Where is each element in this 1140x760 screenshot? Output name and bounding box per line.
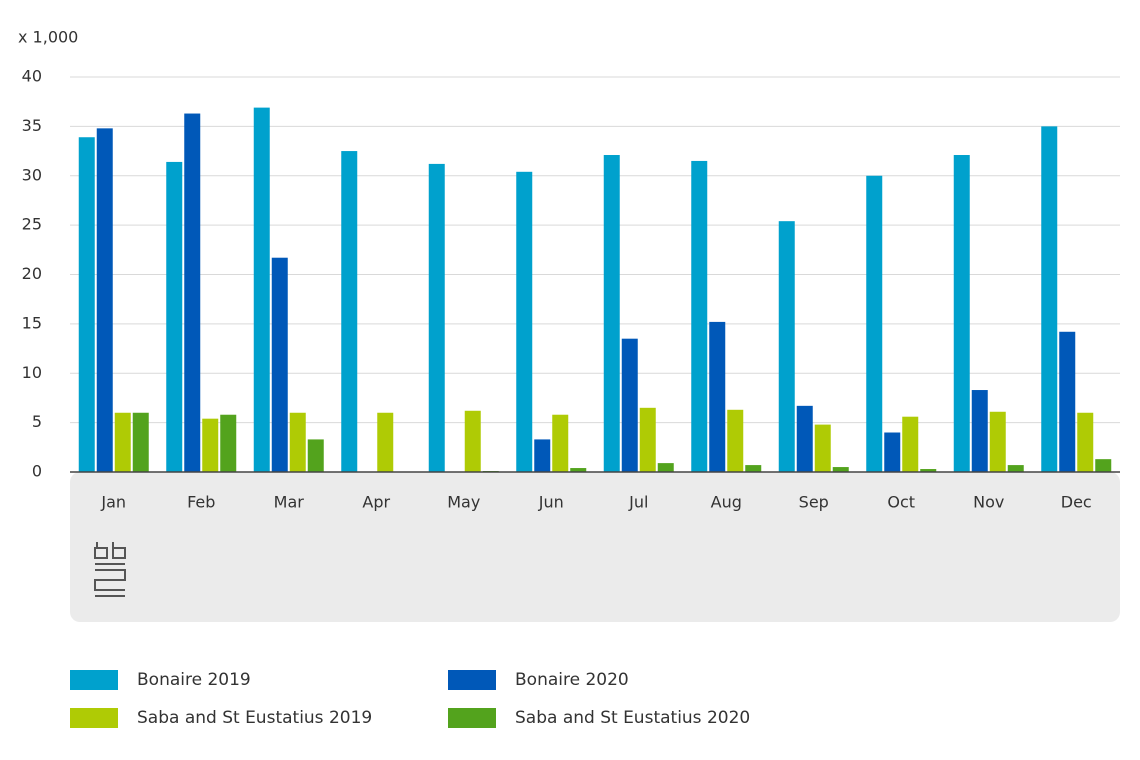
y-tick-label: 0 xyxy=(32,462,42,481)
bar xyxy=(271,257,288,472)
bar xyxy=(114,412,131,472)
bar xyxy=(902,416,919,472)
legend-label: Bonaire 2020 xyxy=(515,670,629,690)
bar xyxy=(253,107,270,473)
bar xyxy=(920,469,937,472)
x-tick-label: Sep xyxy=(799,493,829,512)
bar xyxy=(377,412,394,472)
bar xyxy=(516,171,533,473)
bar xyxy=(307,439,324,472)
x-tick-label: Nov xyxy=(973,493,1004,512)
bar xyxy=(289,412,306,472)
y-tick-label: 35 xyxy=(22,116,42,135)
y-tick-label: 20 xyxy=(22,264,42,283)
y-tick-label: 15 xyxy=(22,313,42,332)
bar xyxy=(796,405,813,472)
y-tick-label: 40 xyxy=(22,67,42,86)
bar xyxy=(621,338,638,472)
bar xyxy=(184,113,201,472)
x-tick-label: Apr xyxy=(362,493,390,512)
bar xyxy=(832,467,849,472)
bar xyxy=(778,221,795,472)
x-tick-label: Feb xyxy=(187,493,215,512)
bar xyxy=(639,407,656,472)
x-tick-label: Oct xyxy=(887,493,915,512)
bar xyxy=(552,414,569,472)
axis-panel xyxy=(70,472,1120,622)
bar xyxy=(78,137,95,473)
bar xyxy=(132,412,149,472)
legend-label: Saba and St Eustatius 2020 xyxy=(515,708,750,728)
bar xyxy=(884,432,901,472)
bar xyxy=(534,439,551,472)
bar xyxy=(709,321,726,472)
bar xyxy=(727,409,744,472)
x-tick-label: Jul xyxy=(628,493,648,512)
bar xyxy=(220,414,237,472)
x-tick-label: Aug xyxy=(711,493,742,512)
bar xyxy=(657,463,674,472)
x-tick-label: May xyxy=(447,493,480,512)
legend-swatch xyxy=(70,670,118,690)
bar xyxy=(1059,331,1076,472)
bar xyxy=(464,410,481,472)
legend-label: Bonaire 2019 xyxy=(137,670,251,690)
bar xyxy=(745,465,762,472)
bar xyxy=(989,411,1006,472)
logo xyxy=(94,542,126,597)
legend-swatch xyxy=(70,708,118,728)
y-tick-label: 25 xyxy=(22,215,42,234)
legend-swatch xyxy=(448,708,496,728)
legend-swatch xyxy=(448,670,496,690)
bar xyxy=(1007,465,1024,472)
bar xyxy=(166,161,183,473)
legend-label: Saba and St Eustatius 2019 xyxy=(137,708,372,728)
bar xyxy=(570,468,587,472)
bar xyxy=(603,155,620,472)
x-tick-label: Dec xyxy=(1061,493,1092,512)
bar xyxy=(953,155,970,472)
bar xyxy=(1041,126,1058,472)
y-unit: x 1,000 xyxy=(18,28,78,47)
y-tick-label: 5 xyxy=(32,412,42,431)
bar xyxy=(202,418,219,472)
bar xyxy=(866,175,883,472)
bar xyxy=(428,163,445,472)
x-tick-label: Mar xyxy=(274,493,305,512)
bar xyxy=(1095,459,1112,472)
x-tick-label: Jun xyxy=(538,493,564,512)
y-tick-label: 30 xyxy=(22,165,42,184)
bar xyxy=(341,151,358,472)
bar xyxy=(971,390,988,472)
bar xyxy=(814,424,831,472)
y-tick-label: 10 xyxy=(22,363,42,382)
bar xyxy=(691,160,708,472)
bar xyxy=(96,128,113,472)
x-tick-label: Jan xyxy=(100,493,126,512)
bar xyxy=(1077,412,1094,472)
